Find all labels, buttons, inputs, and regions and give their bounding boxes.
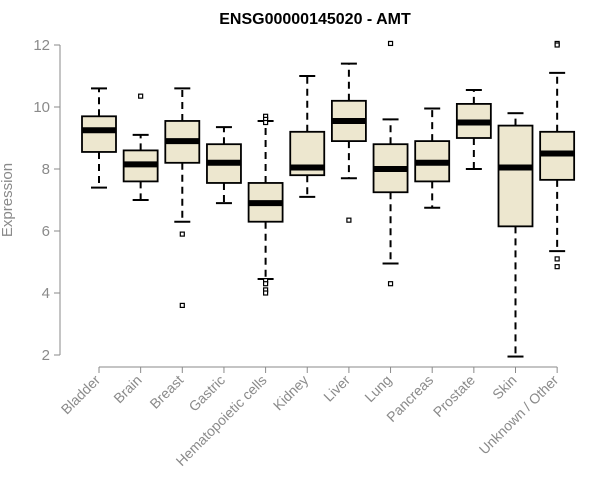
outlier-point [346,217,352,223]
box-group [247,113,284,296]
y-tick-label: 12 [33,37,50,54]
box-group [122,93,159,201]
x-tick-label: Kidney [270,372,312,414]
box-group [455,88,492,170]
outlier-point [263,281,269,287]
outlier-point [387,40,394,47]
outlier-point [263,290,269,296]
y-axis: 2 4 6 8 10 12 [33,37,61,364]
box-group [289,75,326,198]
x-tick-label: Skin [489,372,520,403]
box-group [164,87,201,308]
x-tick-label: Liver [320,372,353,405]
x-tick-label: Lung [361,372,394,405]
outlier-point [179,302,185,308]
x-tick-label: Brain [110,372,144,406]
y-tick-label: 10 [33,99,50,116]
outlier-point [554,264,560,270]
y-tick-label: 8 [42,161,50,178]
box-group [206,126,242,205]
box-group [81,87,117,189]
x-tick-label: Bladder [58,372,104,418]
box-series-group [81,40,576,358]
x-tick-label: Breast [146,372,186,412]
x-tick-label: Prostate [430,372,478,420]
chart-title: ENSG00000145020 - AMT [219,11,411,28]
y-tick-label: 2 [42,347,50,364]
x-tick-label: Unknown / Other [476,372,562,458]
outlier-point [138,93,144,99]
y-tick-label: 4 [42,285,50,302]
box-group [372,40,409,287]
box-group [497,112,534,358]
outlier-point [554,256,560,262]
outlier-point [387,281,394,287]
outlier-point [179,231,185,237]
box-group [414,107,451,209]
box-iqr [497,124,534,228]
box-group [330,62,367,223]
y-tick-label: 6 [42,223,50,240]
y-axis-label: Expression [0,163,16,237]
box-iqr [81,115,117,153]
outlier-point [263,119,269,126]
outlier-point [554,42,560,48]
box-group [539,40,576,270]
